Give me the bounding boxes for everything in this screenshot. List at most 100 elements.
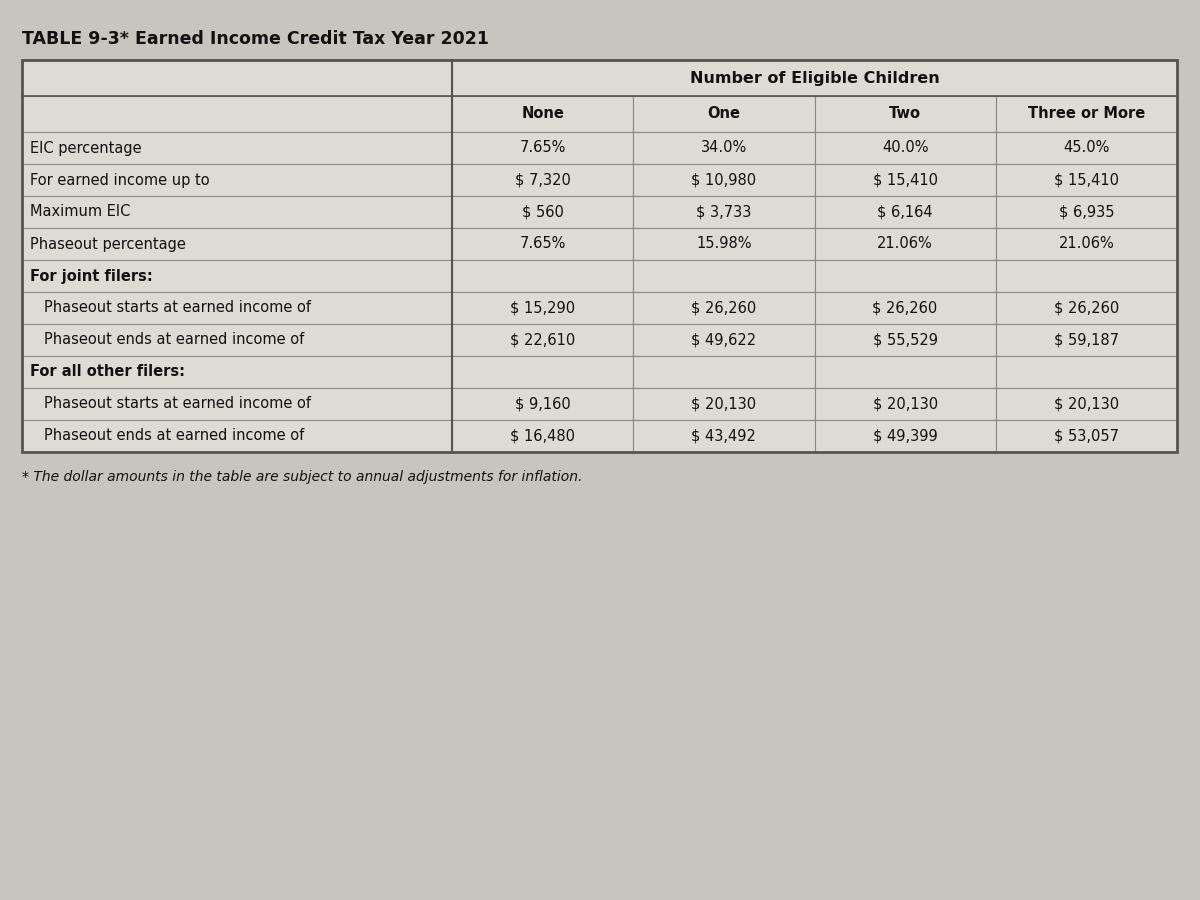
Text: 21.06%: 21.06%: [877, 237, 934, 251]
Text: Two: Two: [889, 106, 922, 122]
Bar: [22, 228, 452, 260]
Text: $ 9,160: $ 9,160: [515, 397, 570, 411]
Bar: [452, 60, 1177, 96]
Text: $ 10,980: $ 10,980: [691, 173, 756, 187]
Text: 34.0%: 34.0%: [701, 140, 746, 156]
Bar: [22, 196, 452, 228]
Bar: [452, 324, 634, 356]
Text: Number of Eligible Children: Number of Eligible Children: [690, 70, 940, 86]
Text: $ 49,399: $ 49,399: [872, 428, 937, 444]
Bar: [22, 96, 452, 132]
Text: Phaseout starts at earned income of: Phaseout starts at earned income of: [44, 397, 311, 411]
Bar: [22, 388, 452, 420]
Bar: [815, 356, 996, 388]
Text: $ 6,164: $ 6,164: [877, 204, 932, 220]
Bar: [22, 260, 452, 292]
Bar: [452, 388, 634, 420]
Text: For earned income up to: For earned income up to: [30, 173, 210, 187]
Bar: [815, 324, 996, 356]
Bar: [815, 420, 996, 452]
Bar: [452, 196, 634, 228]
Text: $ 20,130: $ 20,130: [1054, 397, 1118, 411]
Bar: [22, 420, 452, 452]
Bar: [815, 132, 996, 164]
Bar: [815, 260, 996, 292]
Text: 40.0%: 40.0%: [882, 140, 929, 156]
Bar: [452, 164, 634, 196]
Text: $ 15,410: $ 15,410: [1054, 173, 1118, 187]
Text: $ 16,480: $ 16,480: [510, 428, 575, 444]
Bar: [0, 450, 1200, 900]
Bar: [22, 60, 452, 96]
Text: 7.65%: 7.65%: [520, 140, 566, 156]
Text: 7.65%: 7.65%: [520, 237, 566, 251]
Bar: [634, 420, 815, 452]
Bar: [996, 292, 1177, 324]
Bar: [634, 260, 815, 292]
Text: Three or More: Three or More: [1027, 106, 1145, 122]
Text: $ 20,130: $ 20,130: [872, 397, 937, 411]
Bar: [452, 260, 634, 292]
Text: None: None: [521, 106, 564, 122]
Bar: [634, 388, 815, 420]
Bar: [634, 292, 815, 324]
Text: TABLE 9-3* Earned Income Credit Tax Year 2021: TABLE 9-3* Earned Income Credit Tax Year…: [22, 30, 490, 48]
Text: 45.0%: 45.0%: [1063, 140, 1110, 156]
Bar: [815, 96, 996, 132]
Bar: [815, 196, 996, 228]
Bar: [634, 164, 815, 196]
Bar: [996, 420, 1177, 452]
Text: 21.06%: 21.06%: [1058, 237, 1115, 251]
Bar: [996, 196, 1177, 228]
Text: $ 15,290: $ 15,290: [510, 301, 575, 316]
Text: One: One: [707, 106, 740, 122]
Text: $ 22,610: $ 22,610: [510, 332, 575, 347]
Text: Phaseout percentage: Phaseout percentage: [30, 237, 186, 251]
Bar: [815, 228, 996, 260]
Text: $ 7,320: $ 7,320: [515, 173, 570, 187]
Bar: [22, 356, 452, 388]
Bar: [996, 388, 1177, 420]
Bar: [452, 96, 634, 132]
Text: Phaseout ends at earned income of: Phaseout ends at earned income of: [44, 428, 305, 444]
Text: For joint filers:: For joint filers:: [30, 268, 152, 284]
Bar: [22, 60, 1177, 452]
Bar: [634, 356, 815, 388]
Bar: [452, 228, 634, 260]
Bar: [634, 96, 815, 132]
Bar: [22, 324, 452, 356]
Text: $ 59,187: $ 59,187: [1054, 332, 1118, 347]
Text: Phaseout starts at earned income of: Phaseout starts at earned income of: [44, 301, 311, 316]
Text: Maximum EIC: Maximum EIC: [30, 204, 131, 220]
Bar: [22, 164, 452, 196]
Text: $ 560: $ 560: [522, 204, 564, 220]
Text: For all other filers:: For all other filers:: [30, 364, 185, 380]
Bar: [996, 356, 1177, 388]
Bar: [634, 196, 815, 228]
Bar: [815, 292, 996, 324]
Text: $ 26,260: $ 26,260: [691, 301, 756, 316]
Text: $ 15,410: $ 15,410: [872, 173, 937, 187]
Text: Phaseout ends at earned income of: Phaseout ends at earned income of: [44, 332, 305, 347]
Bar: [0, 0, 1200, 450]
Text: $ 53,057: $ 53,057: [1054, 428, 1118, 444]
Bar: [996, 260, 1177, 292]
Bar: [452, 356, 634, 388]
Bar: [22, 292, 452, 324]
Bar: [452, 420, 634, 452]
Bar: [634, 132, 815, 164]
Text: $ 20,130: $ 20,130: [691, 397, 756, 411]
Bar: [452, 292, 634, 324]
Text: $ 26,260: $ 26,260: [872, 301, 937, 316]
Text: EIC percentage: EIC percentage: [30, 140, 142, 156]
Bar: [996, 164, 1177, 196]
Text: * The dollar amounts in the table are subject to annual adjustments for inflatio: * The dollar amounts in the table are su…: [22, 470, 582, 484]
Text: $ 3,733: $ 3,733: [696, 204, 751, 220]
Text: 15.98%: 15.98%: [696, 237, 751, 251]
Bar: [452, 132, 634, 164]
Text: $ 55,529: $ 55,529: [872, 332, 937, 347]
Text: $ 49,622: $ 49,622: [691, 332, 756, 347]
Text: $ 6,935: $ 6,935: [1058, 204, 1114, 220]
Bar: [996, 132, 1177, 164]
Bar: [634, 228, 815, 260]
